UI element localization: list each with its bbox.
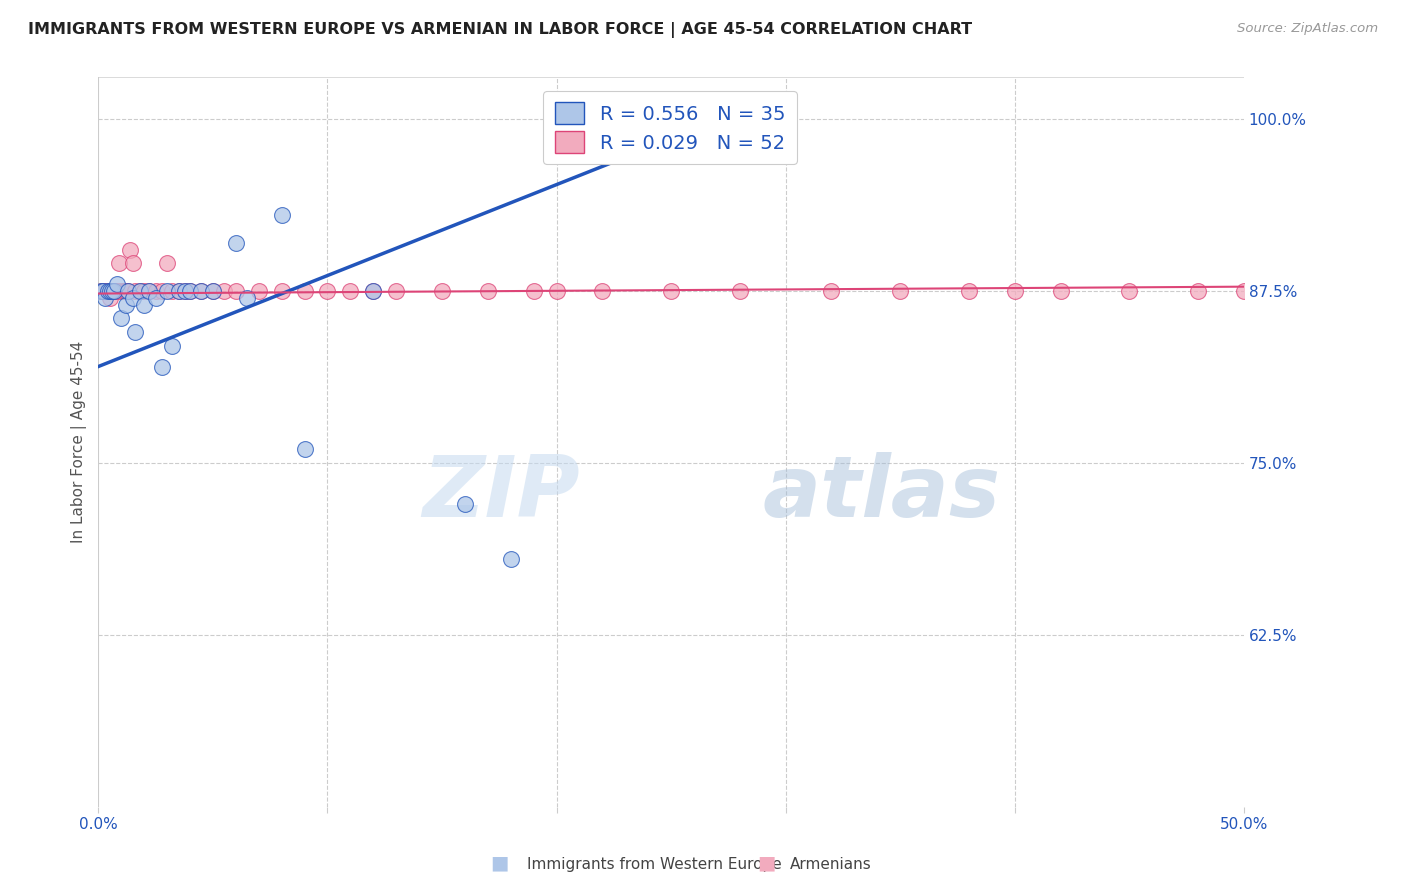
Point bbox=[138, 284, 160, 298]
Point bbox=[156, 256, 179, 270]
Point bbox=[134, 297, 156, 311]
Point bbox=[294, 442, 316, 456]
Point bbox=[121, 291, 143, 305]
Point bbox=[430, 284, 453, 298]
Point bbox=[179, 284, 201, 298]
Point bbox=[103, 284, 125, 298]
Point bbox=[179, 284, 201, 298]
Point bbox=[156, 284, 179, 298]
Point bbox=[108, 256, 131, 270]
Point bbox=[167, 284, 190, 298]
Point bbox=[889, 284, 911, 298]
Point bbox=[160, 284, 183, 298]
Point bbox=[110, 284, 132, 298]
Text: Immigrants from Western Europe: Immigrants from Western Europe bbox=[527, 857, 782, 872]
Point bbox=[152, 284, 174, 298]
Point bbox=[316, 284, 339, 298]
Point bbox=[115, 297, 138, 311]
Point bbox=[1049, 284, 1071, 298]
Point bbox=[120, 243, 142, 257]
Point bbox=[225, 235, 247, 250]
Point bbox=[91, 284, 114, 298]
Point bbox=[1118, 284, 1140, 298]
Point bbox=[361, 284, 384, 298]
Point bbox=[94, 284, 117, 298]
Point bbox=[121, 256, 143, 270]
Text: atlas: atlas bbox=[762, 451, 1001, 535]
Point bbox=[591, 284, 613, 298]
Point bbox=[728, 284, 751, 298]
Point bbox=[112, 284, 135, 298]
Point bbox=[454, 497, 477, 511]
Point bbox=[1187, 284, 1209, 298]
Point bbox=[98, 284, 121, 298]
Point bbox=[105, 284, 128, 298]
Point bbox=[90, 284, 112, 298]
Point bbox=[90, 284, 112, 298]
Point bbox=[477, 284, 499, 298]
Point bbox=[174, 284, 197, 298]
Point bbox=[190, 284, 212, 298]
Point bbox=[659, 112, 682, 126]
Point bbox=[270, 208, 292, 222]
Point bbox=[190, 284, 212, 298]
Point bbox=[546, 284, 568, 298]
Point bbox=[94, 291, 117, 305]
Point bbox=[385, 284, 408, 298]
Text: ■: ■ bbox=[756, 854, 776, 872]
Point bbox=[101, 284, 124, 298]
Point bbox=[167, 284, 190, 298]
Point bbox=[270, 284, 292, 298]
Point bbox=[201, 284, 224, 298]
Point bbox=[105, 277, 128, 291]
Point bbox=[145, 284, 167, 298]
Point bbox=[294, 284, 316, 298]
Point bbox=[124, 284, 146, 298]
Point bbox=[201, 284, 224, 298]
Point bbox=[152, 359, 174, 374]
Text: ZIP: ZIP bbox=[422, 451, 579, 535]
Y-axis label: In Labor Force | Age 45-54: In Labor Force | Age 45-54 bbox=[72, 341, 87, 543]
Text: IMMIGRANTS FROM WESTERN EUROPE VS ARMENIAN IN LABOR FORCE | AGE 45-54 CORRELATIO: IMMIGRANTS FROM WESTERN EUROPE VS ARMENI… bbox=[28, 22, 972, 38]
Point bbox=[134, 284, 156, 298]
Point bbox=[728, 112, 751, 126]
Point bbox=[659, 284, 682, 298]
Point bbox=[128, 284, 150, 298]
Point bbox=[101, 284, 124, 298]
Point bbox=[339, 284, 361, 298]
Point bbox=[110, 311, 132, 326]
Point bbox=[145, 291, 167, 305]
Point bbox=[115, 284, 138, 298]
Point bbox=[117, 284, 139, 298]
Text: Source: ZipAtlas.com: Source: ZipAtlas.com bbox=[1237, 22, 1378, 36]
Point bbox=[91, 284, 114, 298]
Point bbox=[1233, 284, 1256, 298]
Point bbox=[247, 284, 270, 298]
Legend: R = 0.556   N = 35, R = 0.029   N = 52: R = 0.556 N = 35, R = 0.029 N = 52 bbox=[543, 91, 797, 164]
Point bbox=[523, 284, 546, 298]
Point bbox=[174, 284, 197, 298]
Text: ■: ■ bbox=[489, 854, 509, 872]
Point bbox=[225, 284, 247, 298]
Point bbox=[591, 112, 613, 126]
Point bbox=[820, 284, 842, 298]
Point bbox=[160, 339, 183, 353]
Point bbox=[96, 284, 118, 298]
Text: Armenians: Armenians bbox=[790, 857, 872, 872]
Point bbox=[98, 291, 121, 305]
Point bbox=[96, 284, 118, 298]
Point bbox=[138, 284, 160, 298]
Point bbox=[499, 552, 522, 566]
Point bbox=[957, 284, 980, 298]
Point bbox=[124, 325, 146, 339]
Point bbox=[103, 284, 125, 298]
Point bbox=[1004, 284, 1026, 298]
Point bbox=[117, 284, 139, 298]
Point bbox=[128, 284, 150, 298]
Point bbox=[361, 284, 384, 298]
Point bbox=[214, 284, 236, 298]
Point bbox=[236, 291, 259, 305]
